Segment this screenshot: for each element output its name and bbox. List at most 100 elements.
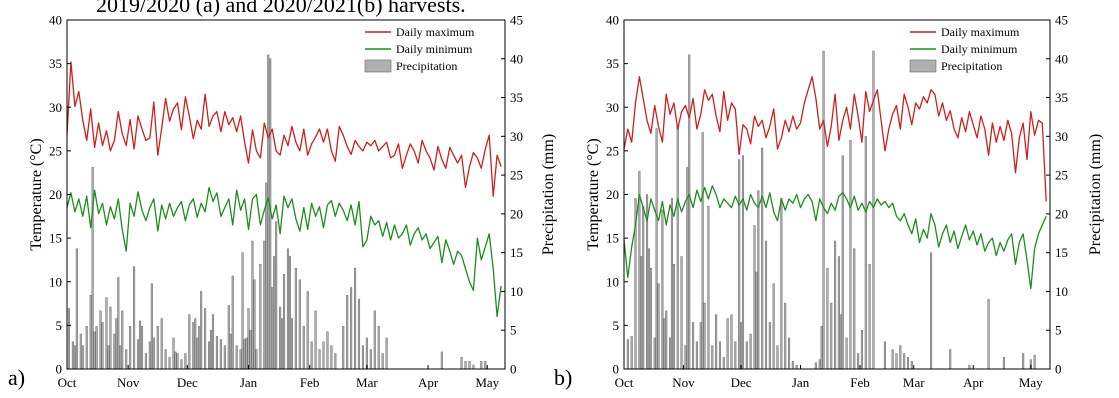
left-tick-label: 40 [49,13,62,28]
left-tick-label: 20 [49,187,62,202]
precipitation-bar [227,305,230,370]
left-tick-label: 0 [613,362,620,377]
precipitation-bar [653,337,656,370]
precipitation-bar [136,339,140,370]
precipitation-bar [194,318,197,370]
precipitation-bar [81,345,84,370]
precipitation-bar [168,357,171,370]
precipitation-bar [753,225,756,370]
daily-maximum-line [66,61,502,197]
precipitation-bar [480,360,483,370]
precipitation-bar [75,248,78,370]
precipitation-bar [263,240,266,370]
right-tick-label: 30 [510,129,523,144]
x-tick-label: Dec [731,375,752,390]
left-tick-label: 20 [606,187,619,202]
legend-label: Daily minimum [941,42,1018,56]
precipitation-bar [109,306,112,370]
right-tick-label: 35 [510,90,523,105]
precipitation-bar [196,337,199,370]
precipitation-bar [245,337,248,370]
left-tick-label: 0 [56,362,63,377]
chart-panel-a: 0 5 10 15 20 25 30 35 40 0 5 10 15 20 25 30 35 40 45 Oct Nov… [8,13,557,391]
x-tick-label: Nov [672,375,695,390]
precipitation-bar [787,337,791,370]
right-tick-label: 45 [510,13,523,28]
precipitation-bar [676,124,679,370]
precipitation-bar [346,295,349,370]
precipitation-bar [271,287,274,370]
precipitation-bar [670,198,674,370]
x-tick-label: Jan [240,375,258,390]
precipitation-bar [310,341,313,370]
precipitation-bar [71,341,74,370]
precipitation-bar [361,345,364,370]
precipitation-bar [484,360,487,370]
precipitation-bar [85,326,88,370]
precipitation-bar [711,345,714,370]
precipitation-bar [231,275,234,370]
precipitation-bar [198,326,201,370]
precipitation-bar [949,349,952,370]
precipitation-bar [464,360,467,370]
right-tick-label: 40 [510,51,523,66]
right-tick-label: 5 [510,323,517,338]
x-tick-label: May [1019,375,1043,390]
precipitation-bar [288,256,291,370]
right-axis-title: Precipitation (mm) [1087,134,1104,255]
precipitation-bar [730,314,733,370]
precipitation-bar [99,310,102,370]
left-tick-label: 30 [49,100,62,115]
precipitation-bar [152,337,155,370]
left-axis-title: Temperature (°C) [28,138,45,250]
precipitation-bar [188,314,191,370]
precipitation-bar [987,298,990,370]
precipitation-bar [67,308,71,370]
left-tick-label: 35 [606,56,619,71]
precipitation-bar [1022,353,1025,370]
precipitation-bar [791,360,794,370]
precipitation-bar [275,221,278,370]
precipitation-bar [661,209,664,370]
figure-caption: 2019/2020 (a) and 2020/2021(b) harvests. [96,0,466,17]
precipitation-bar [73,345,76,370]
left-tick-label: 35 [49,56,62,71]
precipitation-bar [468,360,471,370]
precipitation-bar [211,314,215,370]
right-tick-label: 45 [1055,13,1068,28]
precipitation-bar [692,322,695,370]
precipitation-bar [273,256,276,370]
precipitation-bar [830,302,833,370]
x-tick-label: Dec [177,375,198,390]
panel-label: b) [554,365,572,390]
right-axis-title: Precipitation (mm) [540,134,557,255]
precipitation-bar [845,337,848,370]
right-tick-label: 40 [1055,51,1068,66]
precipitation-bar [219,339,222,370]
precipitation-bar [306,291,309,370]
precipitation-bar [757,190,760,370]
precipitation-bar [738,159,741,370]
precipitation-bar [853,248,856,370]
precipitation-bar [718,341,722,370]
precipitation-bar [369,349,372,370]
precipitation-bar [282,274,286,370]
precipitation-bar [119,345,122,370]
precipitation-bar [208,341,211,370]
precipitation-bar [318,349,321,370]
precipitation-bar [764,240,768,370]
precipitation-bar [241,252,244,370]
precipitation-bar [672,264,675,370]
precipitation-bar [298,279,301,370]
precipitation-bar [286,248,290,370]
precipitation-bar [342,326,345,370]
precipitation-bar [101,322,104,370]
left-tick-label: 5 [613,318,620,333]
precipitation-bar [864,136,867,370]
chart-panel-b: 0 5 10 15 20 25 30 35 40 0 5 10 15 20 25 30 35 40 45 Oct Nov… [554,13,1104,391]
precipitation-bar [895,353,898,370]
precipitation-bar [247,308,250,370]
precipitation-bar [841,155,844,370]
precipitation-bar [350,287,353,370]
precipitation-bar [302,326,305,370]
